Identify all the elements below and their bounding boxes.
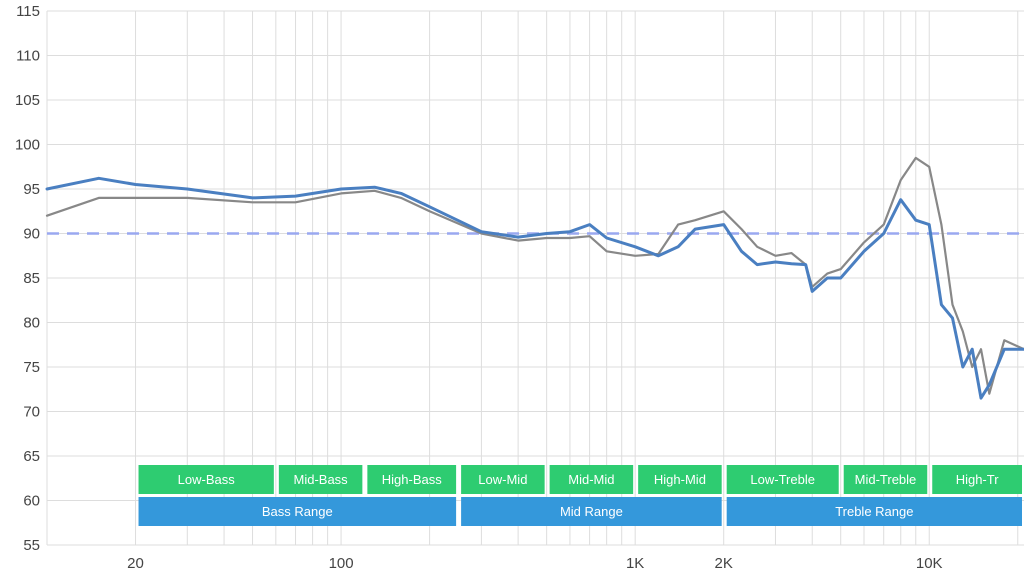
grid	[46, 10, 1024, 546]
band-label: Mid Range	[560, 504, 623, 519]
band-label: High-Bass	[382, 472, 442, 487]
band-label: High-Tr	[956, 472, 1000, 487]
series-line-1	[45, 156, 1024, 395]
x-tick-label: 20	[127, 555, 144, 572]
band-label: High-Mid	[654, 472, 706, 487]
band-label: Mid-Mid	[568, 472, 614, 487]
x-tick-label: 100	[329, 555, 354, 572]
y-tick-label: 65	[23, 448, 40, 465]
band-box	[638, 465, 722, 494]
band-box	[461, 497, 722, 526]
band-label: Bass Range	[262, 504, 333, 519]
band-box	[549, 465, 634, 494]
band-label: Treble Range	[835, 504, 913, 519]
band-box	[461, 465, 545, 494]
y-tick-label: 75	[23, 359, 40, 376]
band-label: Low-Bass	[178, 472, 236, 487]
band-label: Mid-Treble	[855, 472, 917, 487]
band-label: Low-Treble	[750, 472, 815, 487]
y-tick-label: 80	[23, 315, 40, 332]
band-box	[932, 465, 1022, 494]
series-line-2	[45, 176, 1024, 400]
band-box	[367, 465, 457, 494]
band-box	[843, 465, 928, 494]
band-label: Low-Mid	[478, 472, 527, 487]
y-tick-label: 100	[15, 137, 40, 154]
y-tick-label: 60	[23, 493, 40, 510]
band-box	[726, 497, 1022, 526]
series-lines	[45, 156, 1024, 400]
y-tick-label: 110	[16, 48, 40, 65]
y-tick-label: 90	[23, 226, 40, 243]
y-axis-ticks: 55 60 65 70 75 80 85 90 95 100 105 110 115	[15, 3, 40, 554]
y-tick-label: 95	[23, 181, 40, 198]
band-box	[726, 465, 839, 494]
y-tick-label: 115	[16, 3, 40, 20]
y-tick-label: 105	[15, 92, 40, 109]
y-tick-label: 70	[23, 404, 40, 421]
band-box	[138, 497, 457, 526]
band-box	[278, 465, 363, 494]
x-tick-label: 10K	[916, 555, 943, 572]
frequency-bands: Low-Bass Mid-Bass High-Bass Low-Mid Mid-Mid H…	[138, 465, 1022, 526]
x-tick-label: 1K	[626, 555, 644, 572]
band-label: Mid-Bass	[294, 472, 349, 487]
x-tick-label: 2K	[715, 555, 733, 572]
band-box	[138, 465, 274, 494]
x-axis-ticks: 20 100 1K 2K 10K	[127, 555, 942, 572]
y-tick-label: 85	[23, 270, 40, 287]
y-tick-label: 55	[23, 537, 40, 554]
